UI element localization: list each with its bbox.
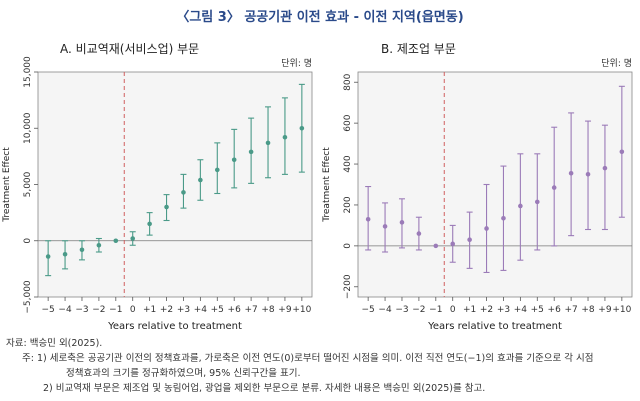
plot-area bbox=[37, 71, 313, 298]
data-point bbox=[96, 242, 102, 248]
x-tick-label: +1 bbox=[463, 305, 476, 315]
data-point bbox=[198, 177, 203, 183]
x-tick-label: +4 bbox=[514, 305, 528, 315]
x-tick-label: +2 bbox=[160, 305, 173, 315]
x-tick-label: +6 bbox=[228, 305, 242, 315]
y-tick-label: 600 bbox=[343, 114, 353, 131]
x-tick-label: +9 bbox=[278, 305, 292, 315]
data-point bbox=[551, 185, 557, 190]
data-point bbox=[248, 149, 254, 155]
panel-a-title: A. 비교역재(서비스업) 부문 bbox=[60, 42, 200, 56]
x-tick-label: +10 bbox=[612, 305, 631, 315]
x-tick-label: +8 bbox=[261, 305, 275, 315]
y-tick-label: −200 bbox=[343, 274, 353, 299]
data-point bbox=[518, 203, 523, 209]
x-axis-label: Years relative to treatment bbox=[107, 321, 242, 332]
unit-label: 단위: 명 bbox=[601, 58, 632, 69]
y-axis-label: Treatment Effect bbox=[2, 147, 12, 223]
data-point bbox=[164, 204, 169, 210]
data-point bbox=[181, 190, 186, 195]
source-note: 자료: 백승민 외(2025). bbox=[6, 338, 103, 349]
data-point bbox=[433, 243, 439, 249]
chart-panel-b: 단위: 명 −200 0 200 400 600 800 −5 −4 −3 −2 −1 0 +1 +2 +3 +… bbox=[322, 58, 633, 332]
x-tick-label: +6 bbox=[548, 305, 562, 315]
x-tick-label: +3 bbox=[177, 305, 190, 315]
note-1-line-1: 주: 1) 세로축은 공공기관 이전의 정책효과를, 가로축은 이전 연도(0)… bbox=[22, 353, 594, 364]
data-point bbox=[113, 238, 119, 244]
data-point bbox=[382, 224, 388, 229]
chart-panel-a: 단위: 명 −5,000 0 5,000 10,000 15,000 −5 −4 −3 −2 −1 0… bbox=[2, 56, 313, 332]
y-tick-label: 0 bbox=[23, 238, 33, 244]
data-point bbox=[602, 165, 608, 171]
data-point bbox=[484, 226, 489, 231]
x-tick-label: −5 bbox=[362, 305, 375, 315]
data-point bbox=[585, 171, 591, 177]
x-axis-label: Years relative to treatment bbox=[427, 321, 562, 332]
data-point bbox=[282, 134, 288, 140]
data-point bbox=[467, 237, 472, 243]
x-tick-label: +4 bbox=[194, 305, 208, 315]
x-tick-label: +2 bbox=[480, 305, 493, 315]
x-tick-label: +9 bbox=[598, 305, 612, 315]
panel-b-title: B. 제조업 부문 bbox=[381, 42, 456, 56]
x-tick-label: +8 bbox=[581, 305, 595, 315]
y-axis-label: Treatment Effect bbox=[322, 147, 332, 223]
x-tick-label: +10 bbox=[292, 305, 311, 315]
x-tick-label: 0 bbox=[130, 305, 136, 315]
x-tick-label: +5 bbox=[531, 305, 544, 315]
x-tick-label: −4 bbox=[378, 305, 392, 315]
x-tick-label: −1 bbox=[429, 305, 442, 315]
y-tick-label: 5,000 bbox=[23, 171, 33, 197]
data-point bbox=[619, 149, 625, 155]
y-tick-label: 10,000 bbox=[23, 112, 33, 144]
data-point bbox=[399, 220, 405, 225]
data-point bbox=[214, 167, 220, 173]
x-tick-label: −2 bbox=[412, 305, 425, 315]
x-tick-label: 0 bbox=[450, 305, 456, 315]
data-point bbox=[534, 199, 540, 205]
data-point bbox=[568, 170, 574, 176]
y-tick-label: 15,000 bbox=[23, 56, 33, 88]
x-tick-label: −1 bbox=[109, 305, 122, 315]
note-1-line-2: 정책효과의 크기를 정규화하였으며, 95% 신뢰구간을 표기. bbox=[66, 368, 301, 379]
x-tick-label: −4 bbox=[58, 305, 72, 315]
y-tick-label: 0 bbox=[343, 243, 353, 249]
y-tick-label: 200 bbox=[343, 196, 353, 213]
y-tick-label: 800 bbox=[343, 73, 353, 90]
data-point bbox=[231, 157, 237, 163]
data-point bbox=[450, 241, 456, 247]
x-tick-label: −5 bbox=[42, 305, 55, 315]
x-tick-label: −3 bbox=[75, 305, 88, 315]
figure-title: 〈그림 3〉 공공기관 이전 효과 - 이전 지역(읍면동) bbox=[176, 10, 464, 25]
x-tick-label: +1 bbox=[143, 305, 156, 315]
data-point bbox=[62, 251, 68, 257]
figure-notes: 자료: 백승민 외(2025). 주: 1) 세로축은 공공기관 이전의 정책효… bbox=[6, 336, 636, 396]
data-point bbox=[130, 236, 136, 241]
note-2: 2) 비교역재 부문은 제조업 및 농림어업, 광업을 제외한 부문으로 분류.… bbox=[43, 383, 486, 394]
x-tick-label: +7 bbox=[244, 305, 257, 315]
y-tick-label: −5,000 bbox=[23, 280, 33, 314]
x-tick-label: −2 bbox=[92, 305, 105, 315]
x-tick-label: +5 bbox=[211, 305, 224, 315]
plot-area bbox=[357, 71, 633, 298]
data-point bbox=[299, 125, 305, 131]
data-point bbox=[416, 231, 422, 236]
x-tick-label: −3 bbox=[395, 305, 408, 315]
data-point bbox=[147, 221, 152, 227]
data-point bbox=[501, 215, 506, 221]
data-point bbox=[265, 140, 271, 146]
x-tick-label: +3 bbox=[497, 305, 510, 315]
data-point bbox=[365, 216, 371, 222]
unit-label: 단위: 명 bbox=[281, 58, 312, 69]
data-point bbox=[79, 247, 85, 253]
data-point bbox=[45, 254, 51, 259]
y-tick-label: 400 bbox=[343, 155, 353, 172]
x-tick-label: +7 bbox=[564, 305, 577, 315]
